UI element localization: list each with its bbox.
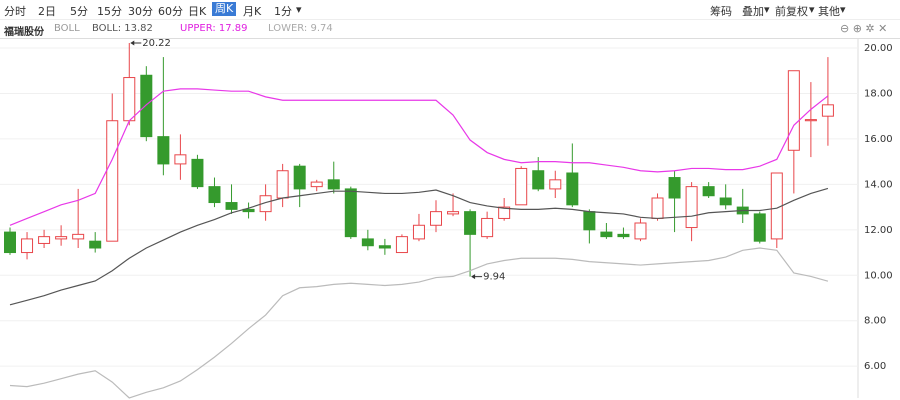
candle-body (310, 181, 323, 188)
candle-body (395, 236, 408, 254)
toolbar-menu[interactable]: 筹码 (710, 5, 732, 18)
candle-body (498, 206, 511, 219)
candle-body (174, 154, 187, 165)
boll-line (9, 88, 829, 226)
toolbar-menu[interactable]: 前复权 (775, 5, 808, 18)
y-tick-label: 12.00 (864, 225, 893, 236)
candle-body (38, 236, 51, 244)
candle-body (651, 197, 664, 219)
candle-body (157, 136, 170, 165)
toolbar-menu[interactable]: 其他 (818, 5, 840, 18)
timeframe-tab[interactable]: 月K (243, 5, 262, 18)
candle-body (259, 195, 272, 213)
timeframe-tab[interactable]: 30分 (128, 5, 153, 18)
info-bar: 福瑞股份 BOLL BOLL: 13.82 UPPER: 17.89 LOWER… (0, 19, 900, 39)
upper-value: UPPER: 17.89 (180, 23, 248, 34)
candle-body (327, 179, 340, 190)
candle-body (481, 217, 494, 238)
window-icons[interactable]: ⊖ ⊕ ✲ ✕ (840, 22, 888, 35)
candle-body (412, 224, 425, 240)
candle-body (702, 186, 715, 197)
y-tick-label: 16.00 (864, 134, 893, 145)
y-tick-label: 18.00 (864, 88, 893, 99)
timeframe-tab[interactable]: 周K (212, 2, 237, 16)
menu-arrow: ▾ (809, 3, 815, 16)
boll-line (9, 247, 829, 399)
annotation-label: 20.22 (142, 38, 171, 49)
candle-body (668, 177, 681, 199)
dropdown-icon[interactable]: ▾ (296, 3, 302, 16)
lower-value: LOWER: 9.74 (268, 23, 333, 34)
annotation-label: 9.94 (483, 272, 505, 283)
candle-body (378, 245, 391, 249)
boll-line (9, 187, 829, 306)
candle-body (430, 211, 442, 226)
candle-body (753, 213, 766, 242)
annotation-arrowhead (471, 274, 476, 280)
candle-body (821, 104, 834, 117)
boll-value: BOLL: 13.82 (92, 23, 153, 34)
candle-body (225, 202, 238, 210)
candle-body (4, 231, 16, 254)
candle-body (566, 172, 579, 206)
candle-body (72, 233, 85, 240)
candle-body (123, 77, 136, 122)
annotation-arrowhead (130, 40, 135, 46)
candle-body (106, 120, 119, 242)
candle-body (634, 222, 647, 240)
timeframe-tab[interactable]: 5分 (70, 5, 88, 18)
candle-body (787, 70, 800, 151)
menu-arrow: ▾ (840, 3, 846, 16)
indicator-select[interactable]: BOLL (54, 23, 80, 34)
candle-body (464, 211, 477, 235)
candle-body (600, 231, 613, 238)
candle-body (55, 236, 68, 240)
candle-body (89, 240, 102, 249)
candle-body (447, 211, 460, 215)
y-tick-label: 8.00 (864, 316, 886, 327)
candle-body (242, 208, 255, 213)
timeframe-tab[interactable]: 2日 (38, 5, 56, 18)
candle-body (140, 74, 153, 138)
toolbar: 分时 2日 5分 15分 30分 60分 日K 周K 月K 1分 ▾ 筹码 叠加 ▾ 前复权 ▾ 其他 ▾ (0, 0, 900, 19)
timeframe-tab[interactable]: 1分 (274, 5, 292, 18)
y-tick-label: 6.00 (864, 361, 886, 372)
timeframe-tab[interactable]: 日K (188, 5, 207, 18)
candle-body (583, 211, 596, 231)
candle-body (685, 186, 698, 229)
timeframe-tab[interactable]: 60分 (158, 5, 183, 18)
stock-name: 福瑞股份 (4, 27, 44, 38)
candle-body (191, 158, 204, 188)
candle-body (21, 238, 34, 254)
candle-body (344, 188, 357, 238)
candle-body (515, 167, 528, 206)
menu-arrow: ▾ (764, 3, 770, 16)
candle-body (804, 119, 817, 122)
candle-body (361, 238, 374, 247)
candle-body (617, 233, 630, 238)
timeframe-tab[interactable]: 分时 (4, 5, 26, 18)
toolbar-menu[interactable]: 叠加 (742, 5, 764, 18)
timeframe-tab[interactable]: 15分 (97, 5, 122, 18)
y-tick-label: 20.00 (864, 43, 893, 54)
candle-body (719, 197, 732, 206)
y-tick-label: 10.00 (864, 270, 893, 281)
candle-body (208, 186, 221, 204)
candle-body (276, 170, 289, 199)
y-tick-label: 14.00 (864, 179, 893, 190)
candle-body (532, 170, 545, 190)
candle-body (293, 165, 306, 190)
candle-body (549, 179, 562, 190)
